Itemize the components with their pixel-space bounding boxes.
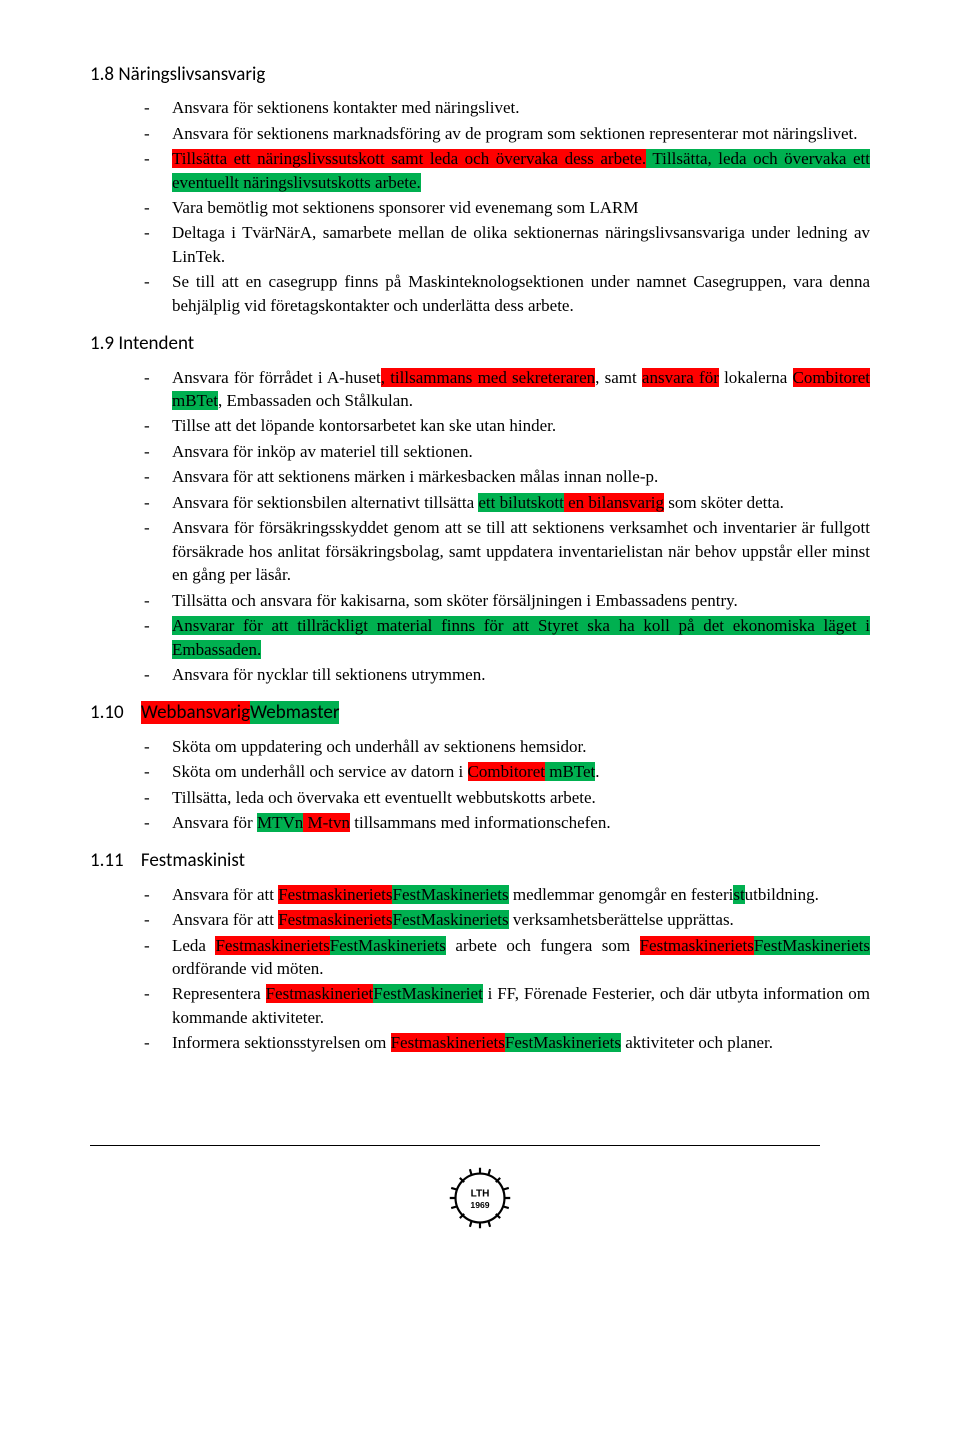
inserted-text: FestMaskineriets: [754, 936, 870, 955]
text: Ansvara för sektionsbilen alternativt ti…: [172, 493, 478, 512]
gear-logo-icon: LTH 1969: [444, 1162, 516, 1234]
deleted-text: ansvara för: [642, 368, 719, 387]
list-item: Representera FestmaskinerietFestMaskiner…: [144, 982, 870, 1029]
inserted-text: Ansvarar för att tillräckligt material f…: [172, 616, 870, 658]
deleted-text: Festmaskineriets: [215, 936, 329, 955]
list-webb: Sköta om uppdatering och underhåll av se…: [90, 735, 870, 835]
text: Sköta om underhåll och service av datorn…: [172, 762, 468, 781]
list-item: Tillsätta ett näringslivssutskott samt l…: [144, 147, 870, 194]
list-naringsliv: Ansvara för sektionens kontakter med när…: [90, 96, 870, 317]
list-item: Ansvara för förrådet i A-huset, tillsamm…: [144, 366, 870, 413]
text: Ansvara för att: [172, 910, 278, 929]
list-intendent: Ansvara för förrådet i A-huset, tillsamm…: [90, 366, 870, 687]
inserted-text: FestMaskineriets: [505, 1033, 621, 1052]
inserted-text: MTVn: [257, 813, 303, 832]
deleted-text: Combitoret: [468, 762, 545, 781]
text: , Embassaden och Stålkulan.: [218, 391, 413, 410]
text: Informera sektionsstyrelsen om: [172, 1033, 391, 1052]
deleted-text: Festmaskineriets: [278, 885, 392, 904]
deleted-text: Festmaskineriet: [266, 984, 374, 1003]
text: Representera: [172, 984, 266, 1003]
list-item: Leda FestmaskinerietsFestMaskineriets ar…: [144, 934, 870, 981]
list-item: Ansvara för nycklar till sektionens utry…: [144, 663, 870, 686]
deleted-text: Festmaskineriets: [391, 1033, 505, 1052]
list-item: Sköta om underhåll och service av datorn…: [144, 760, 870, 783]
list-item: Ansvara för inköp av materiel till sekti…: [144, 440, 870, 463]
deleted-text: M-tvn: [303, 813, 350, 832]
list-item: Tillsätta, leda och övervaka ett eventue…: [144, 786, 870, 809]
text: Ansvara för förrådet i A-huset: [172, 368, 381, 387]
section-heading-intendent: 1.9 Intendent: [90, 331, 870, 357]
list-item: Ansvara för MTVn M-tvn tillsammans med i…: [144, 811, 870, 834]
text: Leda: [172, 936, 215, 955]
list-item: Se till att en casegrupp finns på Maskin…: [144, 270, 870, 317]
section-heading-naringsliv: 1.8 Näringslivsansvarig: [90, 62, 870, 88]
heading-number: 1.10: [90, 701, 124, 724]
heading-gap: [124, 701, 141, 724]
list-item: Tillsätta och ansvara för kakisarna, som…: [144, 589, 870, 612]
deleted-text: Festmaskineriets: [278, 910, 392, 929]
list-item: Ansvara för försäkringsskyddet genom att…: [144, 516, 870, 586]
deleted-text: Combitoret: [793, 368, 870, 387]
text: utbildning.: [745, 885, 819, 904]
list-item: Deltaga i TvärNärA, samarbete mellan de …: [144, 221, 870, 268]
text: medlemmar genomgår en festeri: [509, 885, 734, 904]
section-heading-festmaskinist: 1.11 Festmaskinist: [90, 848, 870, 874]
text: lokalerna: [719, 368, 793, 387]
list-item: Ansvara för att FestmaskinerietsFestMask…: [144, 883, 870, 906]
deleted-text: Festmaskineriets: [640, 936, 754, 955]
deleted-text: Webbansvarig: [141, 701, 250, 724]
text: Ansvara för: [172, 813, 257, 832]
section-heading-webb: 1.10 WebbansvarigWebmaster: [90, 700, 870, 726]
inserted-text: FestMaskineriets: [330, 936, 446, 955]
inserted-text: mBTet: [172, 391, 218, 410]
footer-logo: LTH 1969: [90, 1162, 870, 1240]
inserted-text: st: [733, 885, 744, 904]
deleted-text: , tillsammans med sekreteraren: [381, 368, 595, 387]
inserted-text: FestMaskineriets: [392, 885, 508, 904]
inserted-text: mBTet: [545, 762, 595, 781]
list-item: Informera sektionsstyrelsen om Festmaski…: [144, 1031, 870, 1054]
inserted-text: FestMaskineriets: [392, 910, 508, 929]
deleted-text: en bilansvarig: [564, 493, 664, 512]
text: arbete och fungera som: [446, 936, 640, 955]
list-item: Ansvarar för att tillräckligt material f…: [144, 614, 870, 661]
text: som sköter detta.: [664, 493, 784, 512]
footer-divider: [90, 1145, 820, 1146]
inserted-text: Webmaster: [250, 701, 339, 724]
list-item: Tillse att det löpande kontorsarbetet ka…: [144, 414, 870, 437]
text: verksamhetsberättelse upprättas.: [509, 910, 734, 929]
list-item: Ansvara för att sektionens märken i märk…: [144, 465, 870, 488]
list-item: Ansvara för sektionsbilen alternativt ti…: [144, 491, 870, 514]
logo-text-bottom: 1969: [470, 1200, 489, 1210]
list-item: Ansvara för att FestmaskinerietsFestMask…: [144, 908, 870, 931]
list-item: Sköta om uppdatering och underhåll av se…: [144, 735, 870, 758]
list-festmaskinist: Ansvara för att FestmaskinerietsFestMask…: [90, 883, 870, 1055]
text: Ansvara för att: [172, 885, 278, 904]
logo-text-top: LTH: [471, 1188, 490, 1199]
text: ordförande vid möten.: [172, 959, 324, 978]
text: tillsammans med informationschefen.: [350, 813, 611, 832]
list-item: Vara bemötlig mot sektionens sponsorer v…: [144, 196, 870, 219]
text: .: [595, 762, 599, 781]
inserted-text: FestMaskineriet: [373, 984, 483, 1003]
inserted-text: ett bilutskott: [478, 493, 563, 512]
list-item: Ansvara för sektionens kontakter med när…: [144, 96, 870, 119]
deleted-text: Tillsätta ett näringslivssutskott samt l…: [172, 149, 646, 168]
text: , samt: [595, 368, 642, 387]
list-item: Ansvara för sektionens marknadsföring av…: [144, 122, 870, 145]
text: aktiviteter och planer.: [621, 1033, 773, 1052]
